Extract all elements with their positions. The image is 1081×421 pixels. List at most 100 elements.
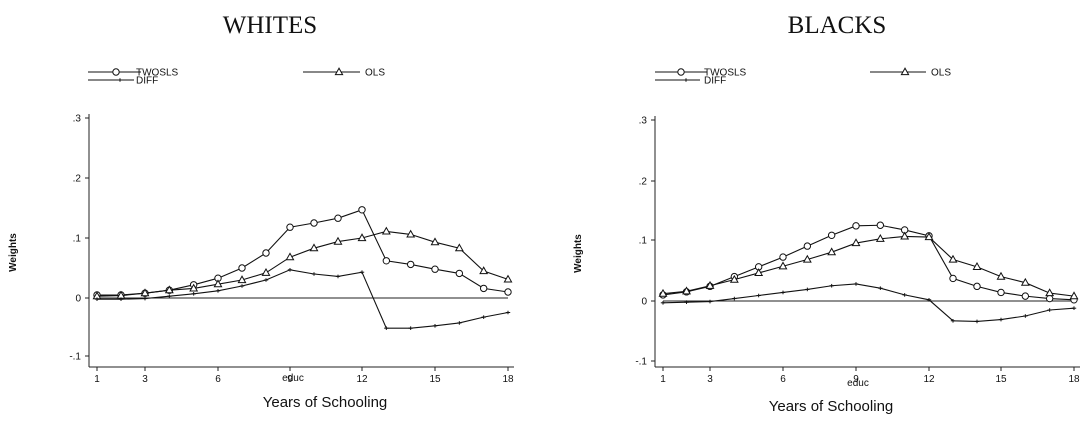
data-point-ols <box>900 231 910 240</box>
data-point-twosls <box>431 265 439 273</box>
data-point-ols <box>1069 291 1079 300</box>
data-point-ols <box>333 236 343 245</box>
legend-marker-twosls <box>112 68 120 76</box>
data-point-diff <box>974 319 980 324</box>
legend-label-twosls: TWOSLS <box>704 68 747 79</box>
data-point-diff <box>707 299 713 304</box>
data-point-diff <box>902 293 907 297</box>
data-point-diff <box>481 315 486 319</box>
data-point-ols <box>972 262 982 270</box>
data-point-diff <box>457 321 462 325</box>
data-point-twosls <box>286 223 294 231</box>
x-tick-label: 3 <box>707 374 713 385</box>
data-point-diff <box>191 292 196 296</box>
y-tick-label: -.1 <box>635 357 647 368</box>
x-axis-sublabel: educ <box>282 373 304 384</box>
x-tick-label: 18 <box>1068 374 1080 385</box>
data-point-ols <box>754 268 764 277</box>
data-point-ols <box>827 247 837 256</box>
data-point-twosls <box>334 214 342 222</box>
data-point-diff <box>660 301 666 305</box>
data-point-twosls <box>406 260 415 269</box>
data-point-diff <box>311 272 317 276</box>
y-axis-label: Weights <box>8 233 19 272</box>
series-twosls <box>659 221 1078 304</box>
y-tick-label: .2 <box>639 177 648 188</box>
x-tick-label: 1 <box>94 374 100 385</box>
data-point-ols <box>729 274 739 283</box>
data-point-twosls <box>997 288 1005 297</box>
data-point-diff <box>1071 306 1077 310</box>
data-point-diff <box>780 290 786 295</box>
x-axis-title: Years of Schooling <box>263 394 388 411</box>
x-tick-label: 6 <box>215 374 221 385</box>
data-point-twosls <box>852 222 860 230</box>
data-point-ols <box>164 285 174 294</box>
data-point-diff <box>684 300 689 304</box>
data-point-diff <box>287 268 293 272</box>
data-point-diff <box>878 286 883 290</box>
y-tick-label: .1 <box>73 234 82 245</box>
x-tick-label: 12 <box>923 374 935 385</box>
data-point-twosls <box>358 206 366 214</box>
series-line-ols <box>96 230 509 297</box>
x-tick-label: 9 <box>853 374 859 385</box>
series-line-diff <box>97 269 509 329</box>
data-point-ols <box>503 274 513 283</box>
data-point-ols <box>309 243 319 252</box>
data-point-twosls <box>382 257 391 265</box>
data-point-twosls <box>1021 292 1030 300</box>
data-point-diff <box>142 296 148 301</box>
data-point-diff <box>732 296 737 301</box>
data-point-ols <box>1045 288 1055 297</box>
data-point-ols <box>658 288 668 297</box>
data-point-ols <box>851 238 861 247</box>
data-point-diff <box>384 326 389 330</box>
data-point-diff <box>408 326 413 330</box>
data-point-ols <box>381 226 391 235</box>
legend-label-diff: DIFF <box>136 76 158 87</box>
legend-label-diff: DIFF <box>704 76 726 87</box>
data-point-ols <box>213 279 223 288</box>
data-point-diff <box>94 297 100 301</box>
x-axis-title: Years of Schooling <box>769 398 894 415</box>
chart-title: BLACKS <box>788 12 887 39</box>
data-point-ols <box>802 254 812 263</box>
chart-panel-whites: WHITES TWOSLS OLS DIFF -.1 0 .1 .2 .3 1 3 6 9 12 15 18 W… <box>8 12 514 411</box>
data-point-twosls <box>803 242 812 250</box>
data-point-ols <box>996 271 1006 280</box>
data-point-diff <box>926 297 932 302</box>
chart-panel-blacks: BLACKS TWOSLS OLS DIFF -.1 0 .1 .2 .3 1 3 6 9 12 15 18 W… <box>573 12 1080 415</box>
data-point-ols <box>140 288 150 297</box>
data-point-ols <box>285 252 295 261</box>
series-ols <box>92 226 513 300</box>
data-point-ols <box>237 275 247 284</box>
data-point-diff <box>805 287 810 292</box>
series-line-twosls <box>662 224 1075 301</box>
legend-label-twosls: TWOSLS <box>136 68 179 79</box>
data-point-twosls <box>504 288 512 296</box>
data-point-twosls <box>779 253 787 261</box>
data-point-diff <box>1047 308 1052 312</box>
data-point-twosls <box>973 282 981 291</box>
data-point-diff <box>359 270 365 274</box>
x-tick-label: 12 <box>356 374 368 385</box>
x-axis-sublabel: educ <box>847 378 869 389</box>
data-point-ols <box>682 286 691 295</box>
data-point-ols <box>479 266 489 275</box>
data-point-ols <box>705 280 715 289</box>
data-point-twosls <box>479 284 488 293</box>
series-diff <box>94 268 511 330</box>
data-point-ols <box>430 237 440 246</box>
data-point-ols <box>1020 277 1030 286</box>
data-point-diff <box>432 324 438 328</box>
data-point-diff <box>829 283 834 288</box>
data-point-diff <box>950 319 956 323</box>
y-axis-label: Weights <box>573 234 584 273</box>
legend-marker-diff <box>117 78 123 82</box>
legend-label-ols: OLS <box>365 68 385 79</box>
y-tick-label: -.1 <box>69 352 81 363</box>
data-point-twosls <box>455 269 464 278</box>
y-tick-label: .1 <box>639 236 648 247</box>
